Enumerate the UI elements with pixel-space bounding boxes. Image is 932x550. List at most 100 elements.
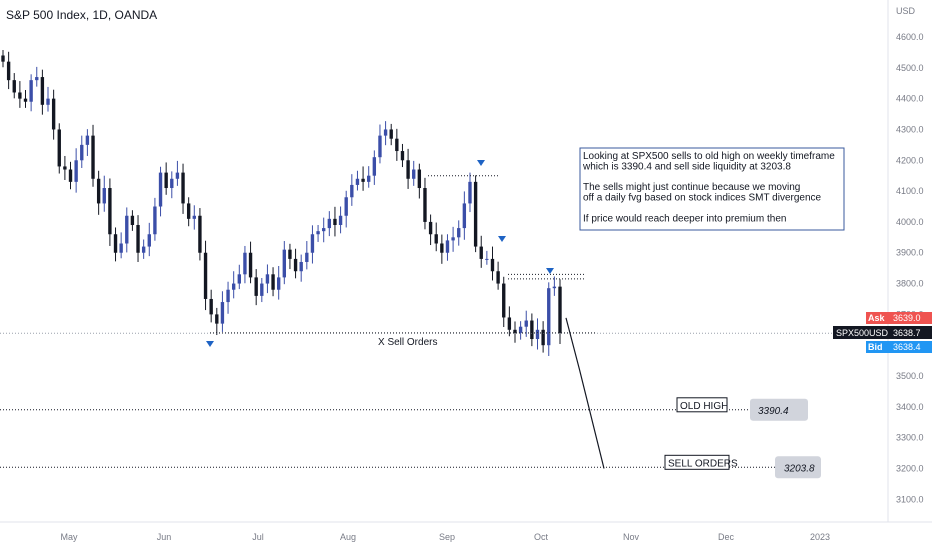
candle-body <box>80 144 84 161</box>
candle-body <box>181 172 185 204</box>
candle-body <box>153 206 157 235</box>
candle-body <box>40 77 45 105</box>
price-tick-label: 3500.0 <box>896 371 924 381</box>
candle-body <box>305 252 309 262</box>
annotations-group: Looking at SPX500 sells to old high on w… <box>206 147 845 469</box>
sell-orders-label: X Sell Orders <box>378 337 437 348</box>
time-tick-label: Aug <box>340 532 356 542</box>
price-tick-label: 3100.0 <box>896 494 924 504</box>
candle-body <box>141 246 146 253</box>
note-line: Looking at SPX500 sells to old high on w… <box>583 151 835 162</box>
candle-body <box>226 289 230 303</box>
candle-body <box>496 271 500 284</box>
price-tick-label: 3300.0 <box>896 433 924 443</box>
candle-body <box>468 181 472 204</box>
price-tick-label: 4400.0 <box>896 94 924 104</box>
candle-body <box>215 314 219 324</box>
candle-body <box>293 258 298 272</box>
time-tick-label: Nov <box>623 532 640 542</box>
note-box-frame <box>579 147 845 231</box>
note-box: Looking at SPX500 sells to old high on w… <box>579 147 845 231</box>
candle-body <box>395 138 399 152</box>
candle-body <box>276 277 281 290</box>
candle-body <box>6 61 11 81</box>
candle-body <box>254 277 258 296</box>
time-tick-label: Jul <box>252 532 264 542</box>
note-line: The sells might just continue because we… <box>583 182 800 193</box>
candle-body <box>485 258 489 260</box>
candle-body <box>299 261 303 272</box>
candle-body <box>147 234 151 247</box>
time-tick-label: Oct <box>534 532 549 542</box>
candle-body <box>271 274 275 290</box>
note-line: which is 3390.4 and sell side liquidity … <box>582 161 791 172</box>
price-tick-label: 4200.0 <box>896 155 924 165</box>
candle-body <box>74 160 78 182</box>
candle-body <box>108 188 112 235</box>
candle-body <box>552 286 557 289</box>
candle-body <box>231 283 236 290</box>
candle-body <box>130 215 135 226</box>
candle-body <box>513 329 517 333</box>
sell-orders-box <box>664 454 730 470</box>
candle-body <box>248 252 253 278</box>
time-tick-label: Sep <box>439 532 455 542</box>
bid-label: Bid <box>868 342 883 352</box>
candle-body <box>91 135 95 179</box>
note-line: off a daily fvg based on stock indices S… <box>583 193 822 204</box>
candle-body <box>136 225 140 253</box>
candle-body <box>338 215 343 226</box>
price-tick-label: 3800.0 <box>896 279 924 289</box>
time-tick-label: May <box>60 532 78 542</box>
candle-body <box>158 172 163 207</box>
candle-body <box>518 326 523 333</box>
candle-body <box>288 249 292 259</box>
old-high-box <box>676 397 728 413</box>
candle-body <box>113 234 118 253</box>
price-axis: USD3100.03200.03300.03400.03500.03600.03… <box>833 0 932 522</box>
candle-body <box>406 160 410 179</box>
candle-body <box>310 234 315 253</box>
price-tick-label: 4500.0 <box>896 63 924 73</box>
candle-body <box>316 231 320 235</box>
candle-body <box>220 302 225 324</box>
candle-body <box>198 215 202 253</box>
candle-body <box>333 218 337 226</box>
price-tick-label: 3900.0 <box>896 248 924 258</box>
last-value: 3638.7 <box>893 328 921 338</box>
candle-body <box>378 135 382 158</box>
candle-body <box>63 166 67 170</box>
ask-value: 3639.0 <box>893 313 921 323</box>
symbol-bg <box>833 326 888 339</box>
time-tick-label: 2023 <box>810 532 830 542</box>
candle-body <box>457 228 461 238</box>
fractal-marker-icon <box>477 160 485 166</box>
candle-body <box>344 197 348 216</box>
candle-body <box>186 203 191 219</box>
candle-body <box>51 98 56 130</box>
last-value-bg <box>888 326 932 339</box>
candle-body <box>361 178 365 182</box>
candle-body <box>57 129 61 167</box>
candle-body <box>102 188 106 204</box>
old-high-value-badge <box>750 398 808 421</box>
candle-body <box>209 298 213 315</box>
chart-title: S&P 500 Index, 1D, OANDA <box>6 8 158 22</box>
currency-label: USD <box>896 6 916 16</box>
ask-label: Ask <box>868 313 886 323</box>
price-tick-label: 3400.0 <box>896 402 924 412</box>
fractal-marker-icon <box>546 268 554 274</box>
ask-label-bg <box>866 312 888 324</box>
candle-body <box>170 178 174 189</box>
candle-body <box>490 258 495 272</box>
sell-orders-value: 3203.8 <box>784 463 815 474</box>
candle-body <box>535 329 540 340</box>
candle-body <box>355 178 360 185</box>
price-tick-label: 4000.0 <box>896 217 924 227</box>
candles-group <box>1 49 562 356</box>
sell-orders-value-badge <box>775 456 821 479</box>
candle-body <box>412 169 416 179</box>
levels-group: X Sell Orders OLD HIGH 3390.4 SELL ORDERS 32… <box>0 175 888 479</box>
price-tick-label: 4300.0 <box>896 124 924 134</box>
